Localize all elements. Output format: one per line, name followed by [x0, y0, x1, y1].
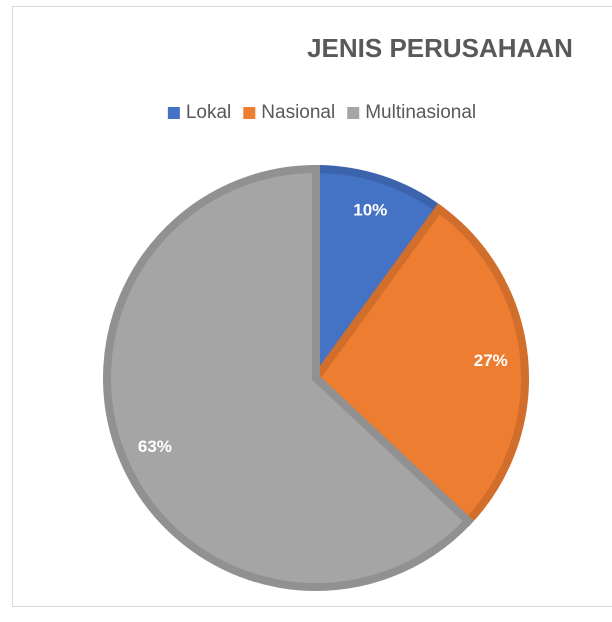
- pie-slice: [103, 164, 475, 591]
- legend-label: Lokal: [186, 102, 231, 123]
- legend-label: Nasional: [261, 102, 335, 123]
- pie-slice: [312, 164, 445, 391]
- data-label: 10%: [353, 201, 387, 220]
- pie-slice: [310, 203, 529, 527]
- chart-title: JENIS PERUSAHAAN: [307, 33, 573, 63]
- legend-swatch: [347, 107, 360, 119]
- data-label: 63%: [138, 437, 172, 456]
- legend-swatch: [243, 107, 256, 119]
- data-label: 27%: [474, 351, 508, 370]
- legend-label: Multinasional: [365, 102, 476, 123]
- legend-swatch: [167, 107, 180, 119]
